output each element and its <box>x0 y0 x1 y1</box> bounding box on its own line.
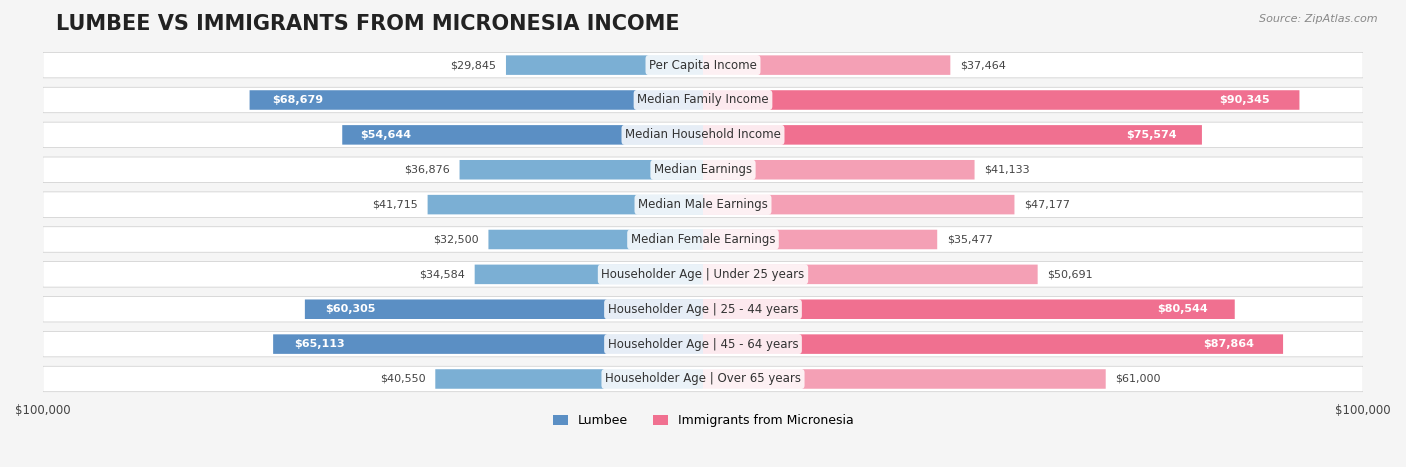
Text: $65,113: $65,113 <box>295 339 346 349</box>
Text: Median Earnings: Median Earnings <box>654 163 752 176</box>
Text: Householder Age | 25 - 44 years: Householder Age | 25 - 44 years <box>607 303 799 316</box>
Text: $68,679: $68,679 <box>273 95 323 105</box>
FancyBboxPatch shape <box>703 195 1015 214</box>
FancyBboxPatch shape <box>305 299 703 319</box>
FancyBboxPatch shape <box>703 299 1234 319</box>
Text: $29,845: $29,845 <box>450 60 496 70</box>
Text: Householder Age | 45 - 64 years: Householder Age | 45 - 64 years <box>607 338 799 351</box>
Text: Median Household Income: Median Household Income <box>626 128 780 142</box>
FancyBboxPatch shape <box>42 122 1364 148</box>
Text: $100,000: $100,000 <box>1336 404 1391 417</box>
FancyBboxPatch shape <box>475 265 703 284</box>
Text: $41,715: $41,715 <box>373 199 418 210</box>
Text: Per Capita Income: Per Capita Income <box>650 59 756 71</box>
Text: $32,500: $32,500 <box>433 234 478 245</box>
Legend: Lumbee, Immigrants from Micronesia: Lumbee, Immigrants from Micronesia <box>547 409 859 432</box>
Text: $34,584: $34,584 <box>419 269 465 279</box>
FancyBboxPatch shape <box>250 90 703 110</box>
Text: $35,477: $35,477 <box>948 234 993 245</box>
Text: $100,000: $100,000 <box>15 404 70 417</box>
FancyBboxPatch shape <box>42 332 1364 357</box>
Text: $37,464: $37,464 <box>960 60 1007 70</box>
FancyBboxPatch shape <box>42 192 1364 217</box>
FancyBboxPatch shape <box>703 265 1038 284</box>
Text: $61,000: $61,000 <box>1115 374 1161 384</box>
FancyBboxPatch shape <box>703 369 1105 389</box>
Text: $87,864: $87,864 <box>1204 339 1254 349</box>
FancyBboxPatch shape <box>42 366 1364 392</box>
FancyBboxPatch shape <box>703 90 1299 110</box>
Text: LUMBEE VS IMMIGRANTS FROM MICRONESIA INCOME: LUMBEE VS IMMIGRANTS FROM MICRONESIA INC… <box>56 14 681 34</box>
Text: $60,305: $60,305 <box>325 304 375 314</box>
FancyBboxPatch shape <box>342 125 703 145</box>
Text: $90,345: $90,345 <box>1219 95 1270 105</box>
Text: Householder Age | Under 25 years: Householder Age | Under 25 years <box>602 268 804 281</box>
Text: $54,644: $54,644 <box>360 130 412 140</box>
FancyBboxPatch shape <box>42 157 1364 183</box>
Text: $80,544: $80,544 <box>1157 304 1208 314</box>
FancyBboxPatch shape <box>42 227 1364 252</box>
FancyBboxPatch shape <box>703 334 1284 354</box>
FancyBboxPatch shape <box>427 195 703 214</box>
FancyBboxPatch shape <box>703 56 950 75</box>
FancyBboxPatch shape <box>273 334 703 354</box>
Text: Householder Age | Over 65 years: Householder Age | Over 65 years <box>605 373 801 385</box>
FancyBboxPatch shape <box>42 87 1364 113</box>
FancyBboxPatch shape <box>436 369 703 389</box>
Text: $41,133: $41,133 <box>984 165 1031 175</box>
Text: $75,574: $75,574 <box>1126 130 1177 140</box>
FancyBboxPatch shape <box>703 230 938 249</box>
FancyBboxPatch shape <box>42 297 1364 322</box>
FancyBboxPatch shape <box>460 160 703 179</box>
Text: Median Male Earnings: Median Male Earnings <box>638 198 768 211</box>
Text: Median Family Income: Median Family Income <box>637 93 769 106</box>
Text: $40,550: $40,550 <box>380 374 426 384</box>
Text: $47,177: $47,177 <box>1025 199 1070 210</box>
Text: Median Female Earnings: Median Female Earnings <box>631 233 775 246</box>
FancyBboxPatch shape <box>42 52 1364 78</box>
Text: $50,691: $50,691 <box>1047 269 1094 279</box>
Text: $36,876: $36,876 <box>404 165 450 175</box>
FancyBboxPatch shape <box>703 125 1202 145</box>
FancyBboxPatch shape <box>42 262 1364 287</box>
FancyBboxPatch shape <box>703 160 974 179</box>
Text: Source: ZipAtlas.com: Source: ZipAtlas.com <box>1260 14 1378 24</box>
FancyBboxPatch shape <box>506 56 703 75</box>
FancyBboxPatch shape <box>488 230 703 249</box>
